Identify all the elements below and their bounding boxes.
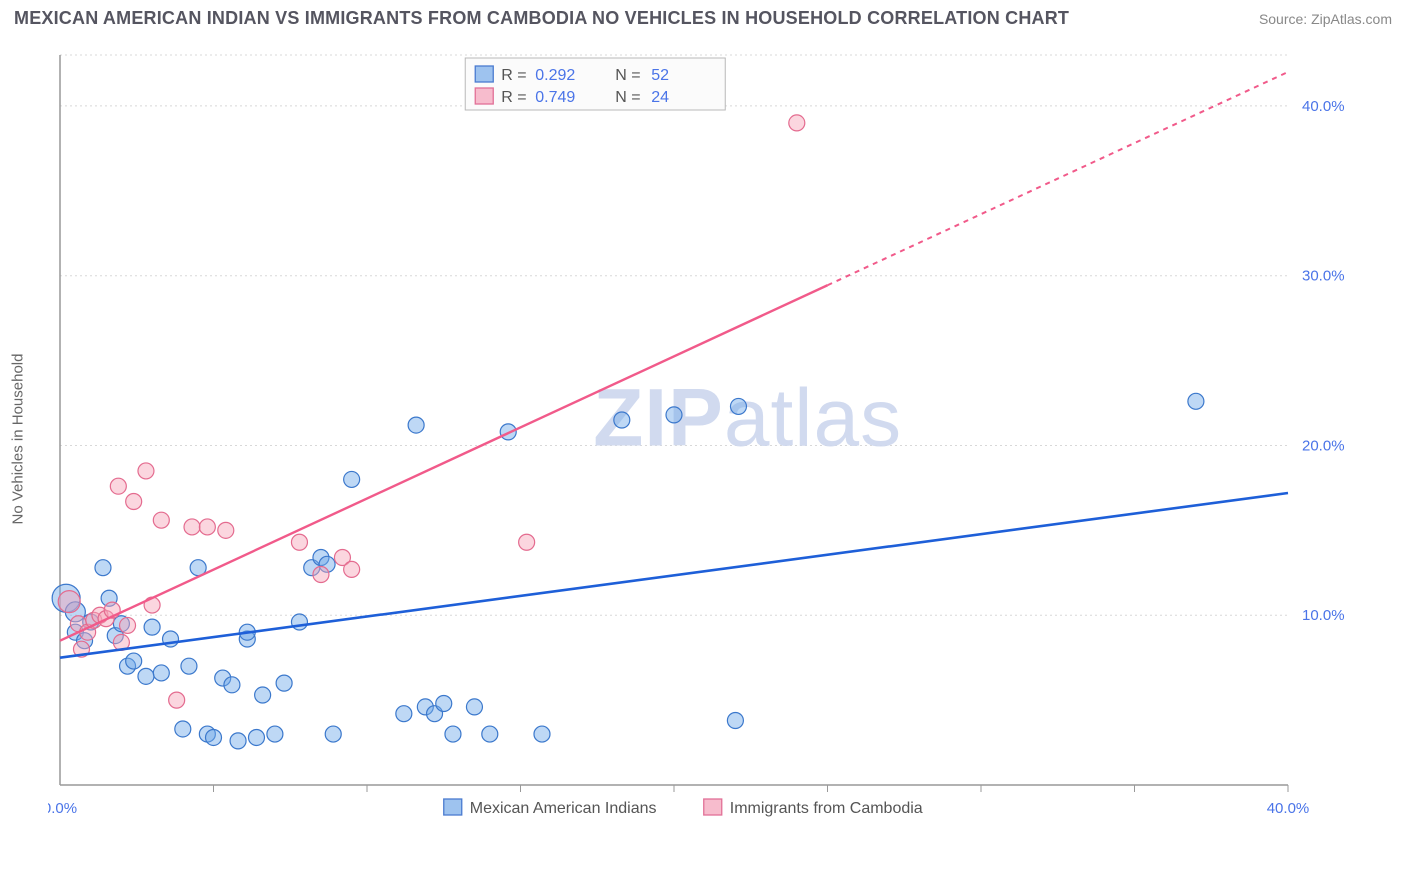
data-point (184, 519, 200, 535)
data-point (519, 534, 535, 550)
data-point (276, 675, 292, 691)
regression-line (60, 493, 1288, 658)
data-point (58, 591, 80, 613)
legend-r-value-pink: 0.749 (535, 89, 575, 106)
data-point (267, 726, 283, 742)
data-point (344, 471, 360, 487)
data-point (482, 726, 498, 742)
data-point (153, 512, 169, 528)
y-tick-label: 40.0% (1302, 98, 1345, 115)
legend-n-label: N = (615, 89, 640, 106)
data-point (313, 566, 329, 582)
legend-swatch-pink (704, 799, 722, 815)
legend-label-pink: Immigrants from Cambodia (730, 800, 923, 817)
data-point (224, 677, 240, 693)
legend-swatch-blue (444, 799, 462, 815)
y-tick-label: 30.0% (1302, 268, 1345, 285)
data-point (614, 412, 630, 428)
data-point (169, 692, 185, 708)
data-point (325, 726, 341, 742)
data-point (110, 478, 126, 494)
legend-n-value-blue: 52 (651, 67, 669, 84)
data-point (291, 534, 307, 550)
data-point (344, 561, 360, 577)
y-axis-label: No Vehicles in Household (10, 354, 27, 525)
data-point (126, 653, 142, 669)
legend-n-value-pink: 24 (651, 89, 669, 106)
data-point (153, 665, 169, 681)
legend-r-label: R = (501, 89, 526, 106)
y-tick-label: 10.0% (1302, 607, 1345, 624)
x-tick-label: 40.0% (1267, 800, 1310, 817)
legend-r-label: R = (501, 67, 526, 84)
regression-line-extrapolated (828, 72, 1289, 285)
x-tick-label: 0.0% (48, 800, 77, 817)
data-point (199, 519, 215, 535)
data-point (666, 407, 682, 423)
data-point (396, 706, 412, 722)
source-attribution: Source: ZipAtlas.com (1259, 11, 1392, 27)
data-point (218, 522, 234, 538)
data-point (230, 733, 246, 749)
data-point (181, 658, 197, 674)
legend-r-value-blue: 0.292 (535, 67, 575, 84)
data-point (120, 617, 136, 633)
data-point (206, 729, 222, 745)
data-point (534, 726, 550, 742)
data-point (730, 398, 746, 414)
chart-container: No Vehicles in Household 10.0%20.0%30.0%… (48, 45, 1358, 833)
data-point (255, 687, 271, 703)
data-point (126, 493, 142, 509)
watermark: ZIPatlas (593, 372, 902, 463)
data-point (408, 417, 424, 433)
legend-label-blue: Mexican American Indians (470, 800, 657, 817)
data-point (138, 668, 154, 684)
data-point (789, 115, 805, 131)
data-point (436, 696, 452, 712)
data-point (144, 619, 160, 635)
data-point (138, 463, 154, 479)
data-point (727, 712, 743, 728)
chart-title: MEXICAN AMERICAN INDIAN VS IMMIGRANTS FR… (14, 8, 1069, 29)
legend-n-label: N = (615, 67, 640, 84)
data-point (95, 560, 111, 576)
scatter-chart: 10.0% 20.0% 30.0% 40.0% ZIPatlas 0.0% 40.0% R =… (48, 45, 1358, 833)
legend-swatch-blue (475, 66, 493, 82)
data-point (248, 729, 264, 745)
data-point (175, 721, 191, 737)
data-point (466, 699, 482, 715)
data-point (1188, 393, 1204, 409)
data-point (445, 726, 461, 742)
legend-swatch-pink (475, 88, 493, 104)
y-tick-label: 20.0% (1302, 437, 1345, 454)
